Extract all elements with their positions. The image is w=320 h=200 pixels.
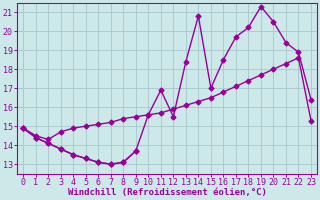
X-axis label: Windchill (Refroidissement éolien,°C): Windchill (Refroidissement éolien,°C)	[68, 188, 267, 197]
